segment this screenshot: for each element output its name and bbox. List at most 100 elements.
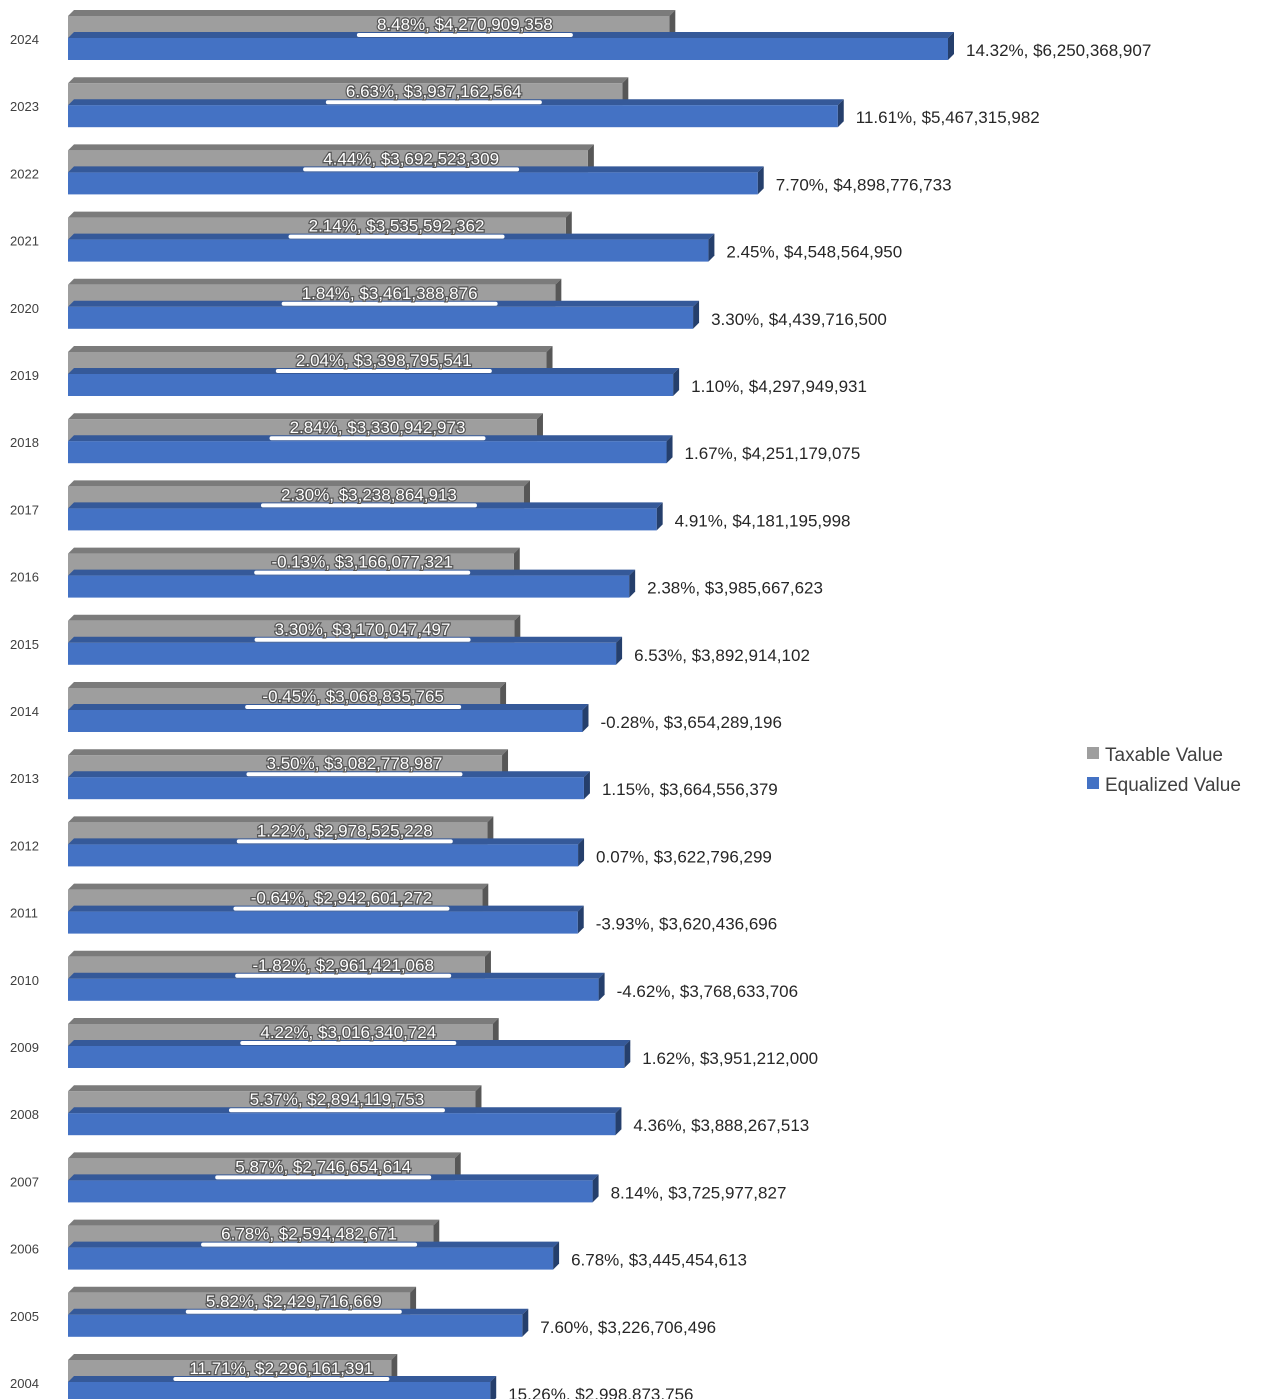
bar-equalized-front	[68, 1180, 593, 1203]
bar-taxable-side	[487, 816, 494, 845]
bar-equalized-side	[490, 1376, 497, 1399]
data-label-equalized: 4.36%, $3,888,267,513	[633, 1116, 809, 1135]
bar-taxable-top	[68, 211, 572, 218]
bar-taxable-top	[68, 547, 520, 554]
data-label-equalized: 6.53%, $3,892,914,102	[634, 646, 810, 665]
data-label-backdrop	[275, 369, 492, 373]
bar-equalized-front	[68, 1314, 523, 1337]
bar-taxable-top	[68, 816, 494, 823]
bar-taxable-side	[492, 1018, 499, 1046]
bar-equalized-front	[68, 172, 758, 195]
y-tick-label: 2009	[10, 1040, 39, 1055]
data-label-taxable: 11.71%, $2,296,161,391	[189, 1359, 373, 1378]
bar-taxable-top	[68, 10, 676, 16]
bar-equalized-side	[578, 838, 585, 867]
bar-taxable-side	[454, 1152, 461, 1181]
y-tick-label: 2023	[10, 99, 39, 114]
data-label-equalized: 2.38%, $3,985,667,623	[647, 579, 823, 598]
bar-group-2018: 2018 2.84%, $3,330,942,973 1.67%, $4,251,1…	[10, 413, 861, 464]
data-label-backdrop	[246, 772, 463, 777]
bar-group-2010: 2010 -1.82%, $2,961,421,068 -4.62%, $3,768…	[10, 950, 798, 1001]
bar-equalized-front	[68, 1113, 616, 1136]
bar-equalized-front	[68, 105, 838, 128]
data-label-taxable: 2.04%, $3,398,795,541	[296, 351, 472, 370]
data-label-backdrop	[254, 637, 471, 642]
y-tick-label: 2004	[10, 1376, 39, 1391]
bar-taxable-top	[68, 346, 553, 352]
y-tick-label: 2021	[10, 234, 39, 249]
bar-equalized-side	[757, 166, 764, 195]
bar-equalized-side	[582, 704, 589, 732]
bar-equalized-side	[656, 502, 663, 531]
bar-equalized-front	[68, 38, 948, 60]
bar-equalized-front	[68, 978, 599, 1001]
data-label-equalized: -3.93%, $3,620,436,696	[596, 915, 777, 934]
bar-equalized-front	[68, 1382, 491, 1399]
data-label-taxable: 4.44%, $3,692,523,309	[323, 149, 499, 168]
data-label-backdrop	[185, 1309, 402, 1314]
bar-equalized-front	[68, 441, 667, 464]
y-tick-label: 2006	[10, 1242, 39, 1257]
data-label-equalized: 14.32%, $6,250,368,907	[966, 41, 1151, 60]
bar-taxable-top	[68, 1286, 417, 1293]
bar-equalized-front	[68, 844, 579, 867]
bar-group-2012: 2012 1.22%, $2,978,525,228 0.07%, $3,622,7…	[10, 816, 772, 867]
data-label-equalized: 15.26%, $2,998,873,756	[508, 1385, 693, 1399]
bar-taxable-top	[68, 749, 509, 756]
data-label-backdrop	[233, 906, 450, 911]
data-label-taxable: 1.22%, $2,978,525,228	[257, 821, 433, 840]
bar-group-2020: 2020 1.84%, $3,461,388,876 3.30%, $4,439,7…	[10, 278, 887, 329]
data-label-backdrop	[303, 167, 520, 172]
data-label-taxable: 4.22%, $3,016,340,724	[260, 1023, 436, 1042]
data-label-backdrop	[288, 234, 505, 239]
data-label-taxable: -0.13%, $3,166,077,321	[271, 553, 452, 572]
data-label-backdrop	[356, 33, 573, 37]
data-label-equalized: 1.62%, $3,951,212,000	[642, 1049, 818, 1068]
bar-group-2007: 2007 5.87%, $2,746,654,614 8.14%, $3,725,9…	[10, 1152, 787, 1203]
bar-group-2014: 2014 -0.45%, $3,068,835,765 -0.28%, $3,654…	[10, 682, 782, 732]
data-label-equalized: 3.30%, $4,439,716,500	[711, 310, 887, 329]
data-label-equalized: 8.14%, $3,725,977,827	[611, 1183, 787, 1202]
data-label-backdrop	[325, 100, 542, 105]
data-label-taxable: 2.14%, $3,535,592,362	[309, 217, 485, 236]
bar-taxable-side	[669, 10, 676, 38]
bar-taxable-side	[587, 144, 594, 173]
y-tick-label: 2007	[10, 1174, 39, 1189]
data-label-taxable: 1.84%, $3,461,388,876	[302, 284, 478, 303]
bar-taxable-top	[68, 950, 491, 957]
bar-taxable-side	[482, 883, 489, 912]
bar-equalized-side	[693, 300, 700, 329]
bar-taxable-side	[565, 211, 572, 240]
bar-taxable-top	[68, 144, 594, 151]
bar-equalized-side	[624, 1040, 631, 1068]
y-tick-label: 2012	[10, 838, 39, 853]
legend-swatch-equalized	[1087, 777, 1099, 789]
bar-taxable-side	[536, 413, 543, 442]
bar-equalized-front	[68, 575, 630, 598]
bar-equalized-side	[673, 368, 680, 396]
bar-taxable-side	[391, 1354, 398, 1382]
data-label-backdrop	[173, 1377, 390, 1381]
bar-taxable-side	[500, 682, 507, 710]
data-label-equalized: 1.67%, $4,251,179,075	[685, 444, 861, 463]
legend-swatch-taxable	[1087, 747, 1099, 759]
bar-taxable-top	[68, 278, 562, 285]
bar-taxable-side	[513, 547, 520, 576]
data-label-taxable: 5.37%, $2,894,119,753	[250, 1090, 425, 1109]
bar-equalized-front	[68, 1046, 625, 1068]
data-label-backdrop	[235, 973, 452, 978]
y-tick-label: 2020	[10, 301, 39, 316]
bar-group-2005: 2005 5.82%, $2,429,716,669 7.60%, $3,226,7…	[10, 1286, 716, 1337]
bar-taxable-top	[68, 1152, 461, 1159]
bar-equalized-side	[592, 1174, 599, 1203]
bar-equalized-side	[616, 636, 623, 665]
data-label-equalized: 7.70%, $4,898,776,733	[776, 175, 952, 194]
data-label-equalized: 0.07%, $3,622,796,299	[596, 847, 772, 866]
bar-taxable-top	[68, 614, 521, 621]
bar-equalized-side	[666, 435, 673, 464]
y-tick-label: 2013	[10, 771, 39, 786]
data-label-equalized: -0.28%, $3,654,289,196	[600, 713, 781, 732]
bar-taxable-top	[68, 480, 531, 487]
data-label-equalized: 7.60%, $3,226,706,496	[540, 1318, 716, 1337]
